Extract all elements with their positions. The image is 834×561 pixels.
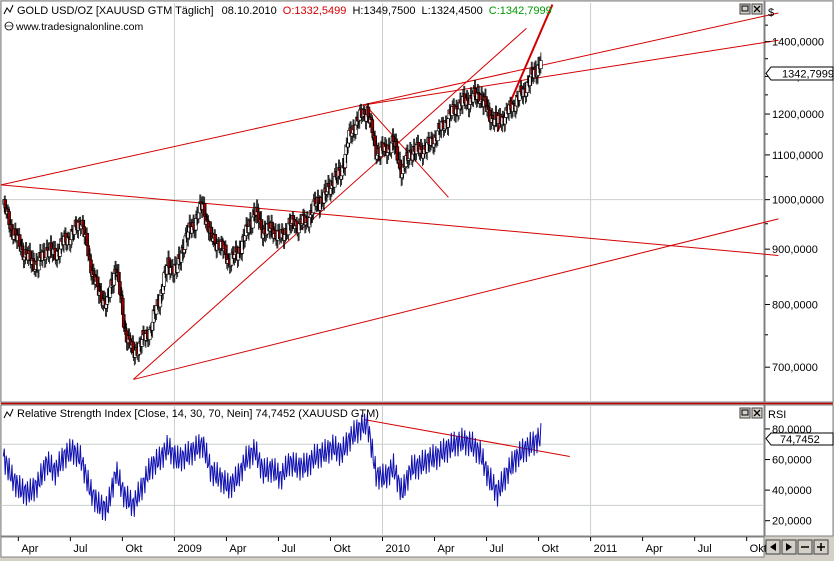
time-tick-label: Apr	[438, 543, 455, 555]
time-tick-label: Apr	[229, 543, 246, 555]
price-tick-label: 900,0000	[772, 244, 818, 256]
rsi-last-tag: 74,7452	[765, 432, 834, 446]
price-tick-label: 1000,0000	[772, 195, 824, 207]
open-value: O:1332,5499	[283, 5, 347, 17]
rsi-tick-label: 60,0000	[772, 455, 812, 467]
time-tick-label: Okt	[125, 543, 142, 555]
legend-chart-icon	[3, 408, 14, 419]
time-tick-label: Jul	[281, 543, 295, 555]
scroll-left-icon[interactable]	[765, 539, 781, 555]
rsi-axis-label: RSI	[768, 409, 786, 421]
close-icon[interactable]	[751, 407, 763, 419]
maximize-icon[interactable]	[739, 407, 751, 419]
time-tick-label: Apr	[646, 543, 663, 555]
close-value: C:1342,7999	[489, 5, 552, 17]
rsi-line	[2, 413, 542, 521]
trendline-long-support	[133, 218, 779, 380]
price-tick-label: 1200,0000	[772, 109, 824, 121]
trendline-long-channel-upper	[0, 12, 779, 186]
svg-text:GOLD USD/OZ [XAUUSD GTM Tägli: GOLD USD/OZ [XAUUSD GTM Täglich] 08.10.2…	[17, 5, 552, 17]
price-tick-label: 1100,0000	[772, 150, 823, 162]
date-label: 08.10.2010	[222, 5, 277, 17]
time-tick-label: Okt	[333, 543, 350, 555]
time-tick-label: Okt	[542, 543, 559, 555]
globe-icon	[4, 21, 14, 31]
rsi-legend: Relative Strength Index [Close, 14, 30, …	[3, 408, 379, 420]
maximize-icon[interactable]	[739, 3, 751, 15]
rsi-axis-panel[interactable]	[764, 404, 834, 537]
time-tick-label: 2011	[594, 543, 618, 555]
website-label: www.tradesignalonline.com	[15, 21, 143, 33]
trendline-descending-resistance	[0, 184, 779, 256]
low-value: L:1324,4500	[422, 5, 483, 17]
time-tick-label: 2009	[177, 543, 201, 555]
zoom-out-icon[interactable]	[797, 539, 813, 555]
price-tick-label: 700,0000	[772, 362, 818, 374]
price-tick-label: 1400,0000	[772, 37, 824, 49]
time-axis-ticks: Apr Jul Okt 2009 Apr Jul Okt 2010 Apr Jul Okt 2011 A…	[17, 537, 767, 555]
last-price-value: 1342,7999	[782, 69, 834, 81]
zoom-in-icon[interactable]	[813, 539, 829, 555]
trendline-steep-support	[133, 28, 527, 380]
candlestick-series	[2, 52, 543, 366]
grid-lines	[1, 3, 764, 536]
time-tick-label: Jul	[73, 543, 87, 555]
last-price-tag: 1342,7999	[765, 66, 834, 81]
legend-chart-icon	[3, 4, 14, 15]
time-tick-label: Apr	[21, 543, 38, 555]
high-value: H:1349,7500	[352, 5, 415, 17]
price-tick-label: 800,0000	[772, 299, 818, 311]
time-tick-label: Jul	[490, 543, 504, 555]
time-tick-label: Jul	[698, 543, 712, 555]
currency-label: $	[768, 7, 774, 19]
rsi-tick-label: 20,0000	[772, 516, 812, 528]
trendline-upper-resistance	[365, 39, 779, 106]
scroll-right-icon[interactable]	[781, 539, 797, 555]
rsi-legend-text: Relative Strength Index [Close, 14, 30, …	[17, 408, 379, 420]
rsi-tick-label: 40,0000	[772, 485, 812, 497]
time-tick-label: Okt	[750, 543, 767, 555]
instrument-label: GOLD USD/OZ [XAUUSD GTM Täglich]	[17, 5, 214, 17]
rsi-last-value: 74,7452	[780, 434, 820, 446]
time-tick-label: 2010	[386, 543, 410, 555]
price-legend: GOLD USD/OZ [XAUUSD GTM Täglich] 08.10.2…	[3, 4, 552, 33]
rsi-series	[2, 413, 542, 521]
candle-body	[539, 60, 543, 69]
close-icon[interactable]	[751, 3, 763, 15]
